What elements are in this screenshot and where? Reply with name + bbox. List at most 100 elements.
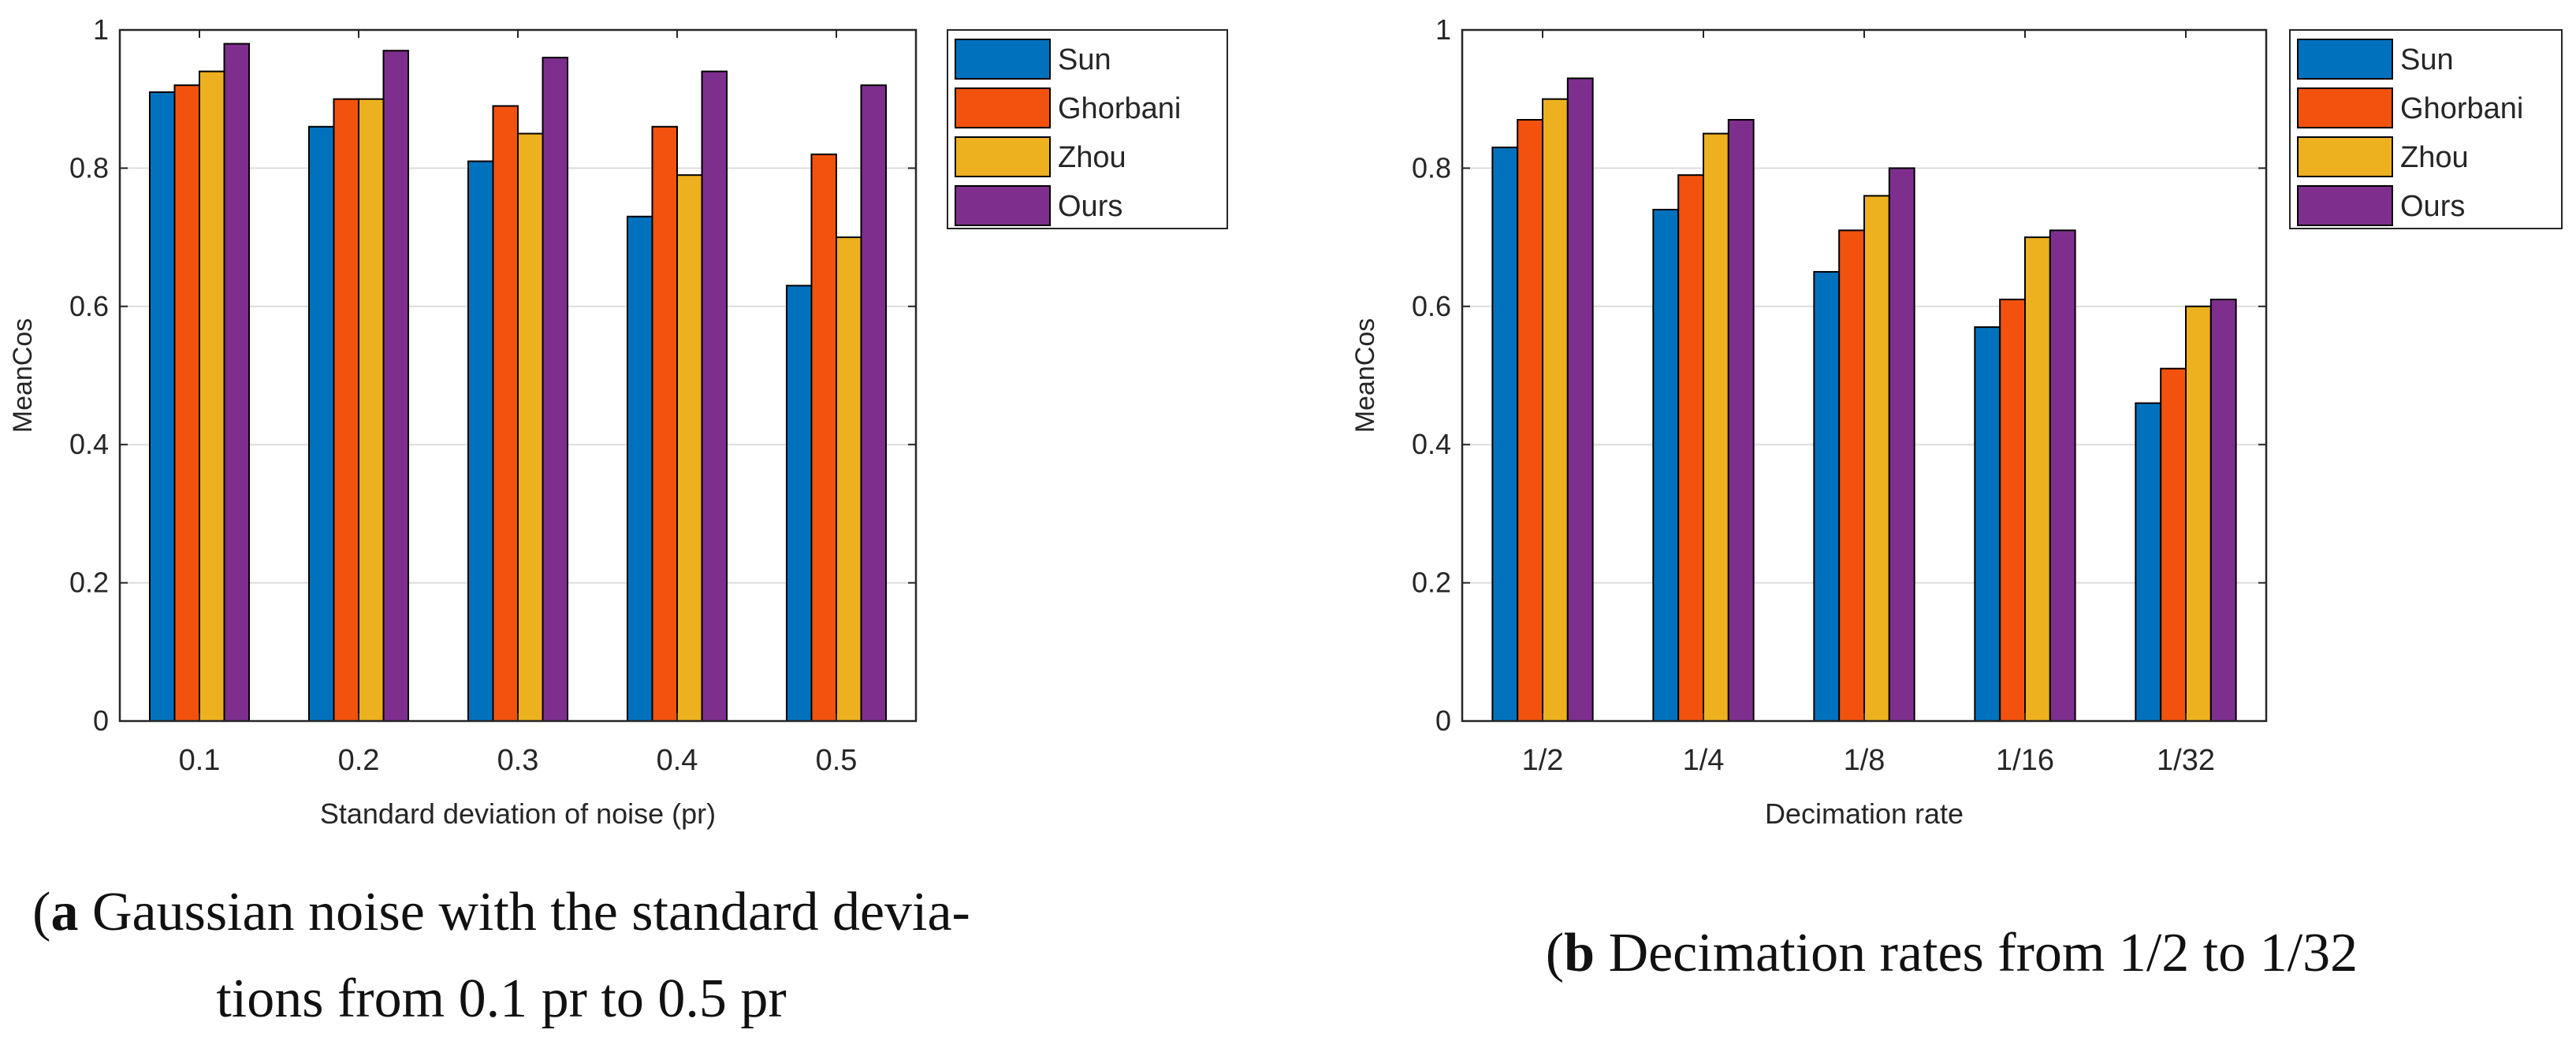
legend-label-zhou-a: Zhou — [1058, 141, 1126, 174]
x-tick-label-b: 1/2 — [1522, 744, 1564, 777]
bars-a — [148, 43, 888, 723]
bars-b — [1491, 77, 2237, 723]
caption-b-label: b — [1564, 923, 1595, 983]
legend-swatch-sun-b — [2297, 39, 2393, 80]
x-axis-label-a: Standard deviation of noise (pr) — [320, 797, 716, 830]
y-axis-label-b: MeanCos — [1350, 318, 1380, 433]
y-axis-label-a: MeanCos — [8, 318, 38, 433]
y-tick-label-a: 1 — [93, 13, 109, 46]
bar-zhou-1-16-b — [2024, 236, 2051, 723]
bar-ours-0-1-a — [223, 43, 251, 723]
bar-zhou-0-4-a — [676, 174, 703, 723]
bar-sun-1-16-b — [1974, 326, 2001, 722]
y-tick-labels-b: 0 0.2 0.4 0.6 0.8 1 — [1412, 13, 1451, 737]
y-tick-label-b: 0.4 — [1412, 428, 1451, 460]
bar-sun-0-1-a — [148, 91, 176, 723]
x-axis-label-b: Decimation rate — [1765, 797, 1964, 830]
bar-sun-1-32-b — [2135, 402, 2162, 722]
x-tick-label-b: 1/32 — [2157, 744, 2215, 777]
bar-ghorbani-1-32-b — [2160, 367, 2187, 722]
y-tick-label-a: 0.2 — [69, 567, 109, 599]
bar-ghorbani-1-4-b — [1677, 174, 1705, 723]
bar-ours-0-2-a — [382, 50, 410, 722]
legend-label-ghorbani-a: Ghorbani — [1058, 92, 1181, 125]
legend-label-ghorbani-b: Ghorbani — [2400, 92, 2523, 125]
bar-sun-0-2-a — [307, 125, 335, 722]
chart-panel-b: 0 0.2 0.4 0.6 0.8 1 1/2 1/4 1/8 1/16 1/32 MeanCos… — [1350, 13, 2563, 983]
bar-ours-0-3-a — [542, 57, 569, 722]
bar-zhou-1-32-b — [2185, 305, 2212, 722]
bar-ours-1-32-b — [2209, 299, 2237, 722]
ticks-b — [1462, 29, 2266, 722]
legend-swatch-ours-a — [955, 185, 1051, 226]
caption-a-text-1: Gaussian noise with the standard devia- — [78, 882, 970, 942]
bar-ours-0-5-a — [860, 84, 888, 723]
caption-b-text-1: Decimation rates from 1/2 to 1/32 — [1595, 923, 2358, 983]
legend-swatch-ours-b — [2297, 185, 2393, 226]
bar-sun-1-8-b — [1813, 270, 1841, 722]
x-tick-label-a: 0.1 — [179, 744, 221, 777]
bar-zhou-1-2-b — [1542, 98, 1569, 722]
y-tick-labels-a: 0 0.2 0.4 0.6 0.8 1 — [69, 13, 109, 737]
legend-label-ours-b: Ours — [2400, 190, 2465, 223]
x-tick-label-a: 0.5 — [816, 744, 858, 777]
bar-sun-0-5-a — [785, 284, 813, 722]
bar-zhou-0-5-a — [836, 236, 862, 723]
bar-ghorbani-1-2-b — [1517, 119, 1544, 722]
legend-swatch-sun-a — [955, 39, 1051, 80]
chart-panel-a: 0 0.2 0.4 0.6 0.8 1 0.1 0.2 0.3 0.4 0.5 MeanCos S… — [8, 13, 1228, 1029]
y-tick-label-b: 0.8 — [1412, 151, 1451, 184]
y-tick-label-b: 0 — [1435, 704, 1451, 737]
legend-swatch-zhou-a — [955, 136, 1051, 177]
bar-zhou-0-3-a — [517, 132, 544, 723]
caption-a-line1: (a Gaussian noise with the standard devi… — [32, 882, 970, 942]
bar-zhou-0-2-a — [358, 98, 385, 722]
legend-label-ours-a: Ours — [1058, 190, 1122, 223]
x-tick-label-b: 1/16 — [1996, 744, 2054, 777]
legend-swatch-ghorbani-a — [955, 87, 1051, 128]
bar-ghorbani-0-5-a — [810, 153, 838, 723]
legend-swatch-ghorbani-b — [2297, 87, 2393, 128]
y-tick-label-a: 0.8 — [69, 151, 109, 184]
bar-sun-0-4-a — [626, 215, 653, 723]
x-tick-label-a: 0.3 — [497, 744, 539, 777]
bar-sun-1-4-b — [1652, 209, 1680, 722]
bar-ghorbani-1-8-b — [1838, 229, 1866, 722]
y-tick-label-a: 0.6 — [69, 290, 109, 322]
x-tick-labels-a: 0.1 0.2 0.3 0.4 0.5 — [179, 744, 858, 777]
legend-swatch-zhou-b — [2297, 136, 2393, 177]
y-tick-label-b: 0.6 — [1412, 290, 1451, 322]
bar-sun-1-2-b — [1491, 147, 1519, 722]
bar-ours-1-16-b — [2049, 229, 2076, 722]
bar-zhou-0-1-a — [199, 70, 225, 723]
legend-a: Sun Ghorbani Zhou Ours — [947, 29, 1228, 229]
ticks-a — [120, 29, 916, 722]
bar-ghorbani-0-1-a — [173, 84, 201, 723]
legend-b: Sun Ghorbani Zhou Ours — [2289, 29, 2563, 229]
y-tick-label-a: 0.4 — [69, 428, 109, 460]
caption-b-line1: (b Decimation rates from 1/2 to 1/32 — [1546, 923, 2358, 983]
bar-ghorbani-0-4-a — [651, 125, 678, 722]
bar-ours-0-4-a — [701, 70, 728, 723]
bar-sun-0-3-a — [467, 160, 494, 722]
x-tick-label-b: 1/8 — [1844, 744, 1885, 777]
legend-label-sun-a: Sun — [1058, 43, 1111, 76]
legend-label-sun-b: Sun — [2400, 43, 2454, 76]
bar-zhou-1-4-b — [1703, 132, 1729, 723]
caption-a-line2: tions from 0.1 pr to 0.5 pr — [216, 968, 786, 1029]
y-tick-label-b: 0.2 — [1412, 567, 1451, 599]
bar-ghorbani-1-16-b — [1999, 299, 2027, 722]
x-tick-label-a: 0.2 — [338, 744, 380, 777]
bar-ghorbani-0-3-a — [492, 105, 519, 723]
x-tick-label-a: 0.4 — [657, 744, 698, 777]
bar-ours-1-2-b — [1566, 77, 1594, 722]
bar-ours-1-4-b — [1727, 119, 1755, 722]
x-tick-label-b: 1/4 — [1683, 744, 1725, 777]
bar-ghorbani-0-2-a — [333, 98, 360, 722]
legend-label-zhou-b: Zhou — [2400, 141, 2469, 174]
bar-zhou-1-8-b — [1863, 195, 1890, 723]
y-tick-label-a: 0 — [93, 704, 109, 737]
caption-a-label: a — [50, 882, 78, 942]
x-tick-labels-b: 1/2 1/4 1/8 1/16 1/32 — [1522, 744, 2215, 777]
